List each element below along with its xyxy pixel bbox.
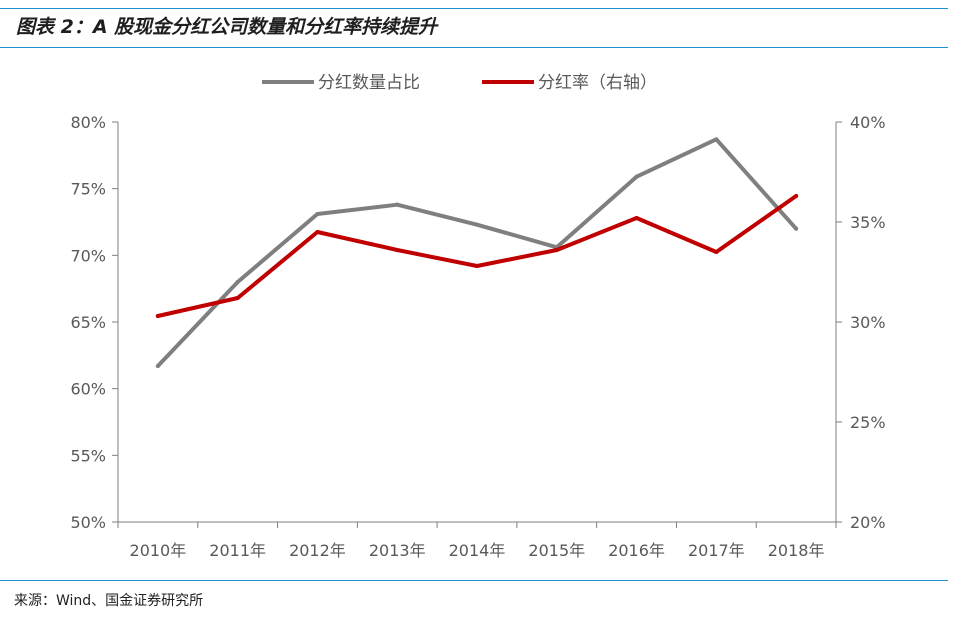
y-left-tick-label: 60% [70, 380, 106, 399]
series-line-2 [155, 194, 799, 318]
series-1-point [714, 137, 719, 142]
x-tick-label: 2014年 [449, 541, 506, 560]
series-1-point [794, 226, 799, 231]
y-right-tick-label: 25% [850, 413, 886, 432]
series-2-point [634, 216, 639, 220]
title-rule-bottom [0, 47, 948, 48]
y-left-tick-label: 55% [70, 446, 106, 465]
legend: 分红数量占比 分红率（右轴） [262, 73, 657, 93]
source-rule [0, 580, 948, 581]
chart-title: 图表 2：A 股现金分红公司数量和分红率持续提升 [16, 16, 438, 38]
axes: 50% 55% 60% 65% 70% 75% 80% 20% 25% 30% 35% 40% 2010… [70, 113, 885, 560]
y-left-tick-label: 50% [70, 513, 106, 532]
series-2-point [395, 248, 400, 252]
x-tick-label: 2016年 [608, 541, 665, 560]
x-tick-label: 2010年 [130, 541, 187, 560]
series-2-point [794, 194, 799, 198]
series-1-point [634, 174, 639, 179]
legend-label-2: 分红率（右轴） [538, 73, 657, 93]
series-2-point [714, 250, 719, 254]
x-tick-label: 2018年 [768, 541, 825, 560]
series-2-point [235, 296, 240, 300]
series-lines [155, 137, 799, 368]
series-1-point [395, 202, 400, 207]
series-1-point [235, 280, 240, 284]
y-left-tick-label: 75% [70, 180, 106, 199]
series-1-point [315, 212, 320, 216]
x-tick-label: 2015年 [528, 541, 585, 560]
series-1-point [155, 364, 160, 368]
x-tick-label: 2013年 [369, 541, 426, 560]
y-right-tick-label: 35% [850, 213, 886, 232]
legend-label-1: 分红数量占比 [318, 73, 420, 93]
series-2-point [155, 314, 160, 318]
title-rule-top [0, 8, 948, 9]
series-1-point [475, 222, 479, 227]
y-left-tick-label: 80% [70, 113, 106, 132]
series-2-point [475, 264, 479, 268]
x-tick-label: 2011年 [209, 541, 266, 560]
series-2-point [554, 248, 559, 252]
y-left-tick-label: 70% [70, 246, 106, 265]
y-right-tick-label: 30% [850, 313, 886, 332]
x-tick-label: 2017年 [688, 541, 745, 560]
x-tick-label: 2012年 [289, 541, 346, 560]
y-right-tick-label: 40% [850, 113, 886, 132]
source-note: 来源：Wind、国金证券研究所 [14, 593, 204, 609]
y-right-tick-label: 20% [850, 513, 886, 532]
series-line-1 [155, 137, 799, 368]
series-2-point [315, 230, 320, 234]
y-left-tick-label: 65% [70, 313, 106, 332]
